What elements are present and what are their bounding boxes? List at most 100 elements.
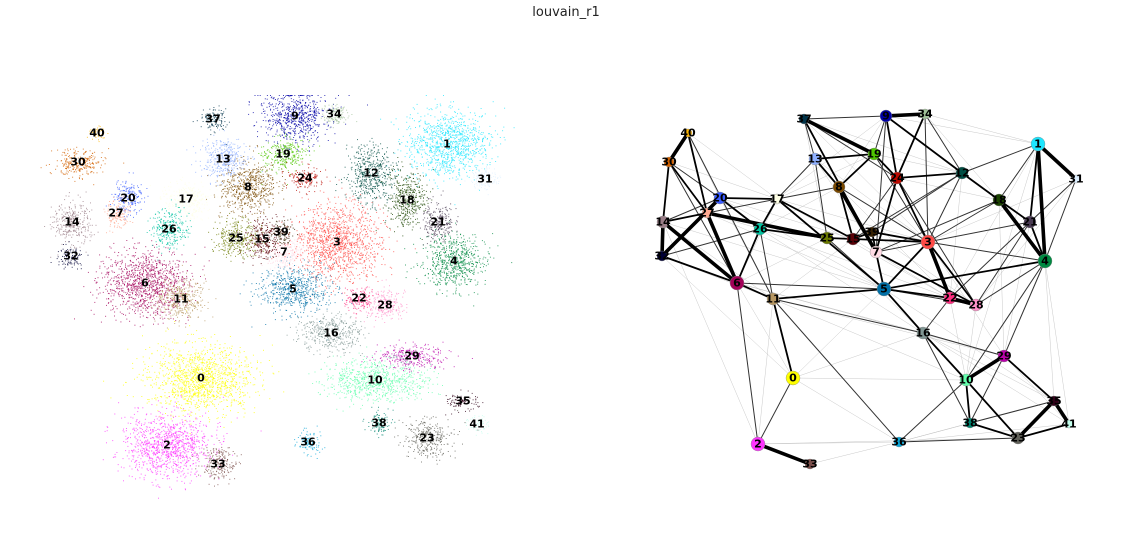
paga-edge-0-5 [792, 288, 885, 379]
paga-edge-1-21 [1029, 143, 1039, 223]
paga-edge-16-10 [922, 332, 967, 381]
umap-cluster-label-35: 35 [455, 395, 470, 408]
paga-node-8 [832, 180, 846, 194]
paga-edge-3-18 [927, 199, 1000, 243]
paga-node-label-40: 40 [680, 127, 696, 140]
umap-cluster-label-11: 11 [173, 293, 188, 306]
paga-edge-11-5 [772, 288, 885, 300]
paga-edge-6-5 [736, 282, 885, 290]
paga-node-label-10: 10 [958, 374, 974, 387]
paga-node-0 [785, 370, 801, 386]
umap-cluster-label-37: 37 [205, 113, 220, 126]
umap-cluster-label-13: 13 [215, 153, 230, 166]
paga-edge-26-16 [759, 228, 924, 334]
paga-edge-21-3 [927, 221, 1031, 243]
umap-cluster-label-0: 0 [197, 372, 205, 385]
paga-node-label-12: 12 [954, 167, 969, 180]
umap-cluster-label-14: 14 [64, 216, 80, 229]
paga-edge-6-32 [661, 255, 738, 284]
paga-node-label-3: 3 [924, 236, 932, 249]
paga-edge-15-3 [852, 238, 929, 243]
paga-edge-18-29 [998, 199, 1005, 357]
paga-edge-6-11 [736, 282, 774, 300]
umap-cluster-label-9: 9 [291, 110, 299, 123]
paga-edge-17-3 [776, 198, 929, 243]
paga-edge-13-17 [776, 158, 816, 200]
paga-edge-1-22 [949, 143, 1039, 299]
paga-edge-39-28 [871, 231, 977, 306]
paga-edge-9-7 [875, 115, 887, 253]
paga-edge-7-28 [875, 251, 977, 306]
paga-edge-17-27 [706, 198, 778, 214]
paga-edge-26-11 [759, 228, 774, 300]
paga-node-21 [1023, 215, 1037, 229]
paga-node-35 [1048, 395, 1060, 407]
umap-cluster-label-32: 32 [63, 250, 78, 263]
paga-node-label-15: 15 [845, 233, 860, 246]
paga-node-1 [1030, 136, 1046, 152]
paga-edge-3-29 [927, 241, 1005, 357]
paga-edge-13-3 [814, 158, 929, 243]
paga-edge-7-21 [875, 221, 1031, 253]
paga-edge-8-26 [759, 186, 840, 230]
paga-node-16 [916, 326, 930, 340]
umap-cluster-label-6: 6 [141, 277, 149, 290]
paga-node-38 [964, 417, 976, 429]
paga-edge-24-9 [885, 115, 898, 179]
paga-edge-4-28 [975, 260, 1046, 306]
paga-edge-9-19 [873, 115, 887, 155]
paga-edge-27-5 [706, 212, 885, 290]
paga-edge-9-17 [776, 115, 887, 200]
paga-node-label-16: 16 [915, 327, 931, 340]
paga-edge-18-7 [875, 199, 1000, 253]
paga-edge-9-8 [838, 115, 887, 188]
paga-node-label-22: 22 [942, 292, 957, 305]
paga-edge-27-25 [705, 211, 829, 240]
paga-edge-21-4 [1029, 221, 1046, 262]
paga-node-25 [820, 231, 834, 245]
paga-edge-12-3 [927, 172, 963, 243]
paga-node-label-7: 7 [872, 246, 880, 259]
paga-edge-17-8 [776, 186, 840, 200]
paga-edge-6-27 [705, 211, 739, 285]
paga-edge-26-25 [759, 228, 828, 239]
paga-edge-6-2 [736, 282, 759, 445]
paga-node-7 [869, 245, 883, 259]
paga-node-2 [750, 436, 766, 452]
paga-edge-16-35 [922, 332, 1055, 402]
paga-edge-33-36 [809, 441, 900, 465]
paga-node-3 [920, 234, 936, 250]
paga-node-label-11: 11 [765, 293, 780, 306]
paga-edge-0-2 [757, 377, 794, 445]
paga-node-32 [656, 250, 668, 262]
paga-node-6 [729, 275, 745, 291]
paga-edge-20-15 [719, 197, 854, 240]
paga-edge-6-29 [736, 282, 1005, 357]
paga-edge-1-31 [1036, 142, 1078, 181]
paga-edge-19-8 [838, 153, 875, 188]
paga-edge-11-16 [772, 298, 924, 334]
umap-cluster-label-17: 17 [178, 193, 193, 206]
paga-edge-37-25 [803, 118, 828, 239]
umap-cluster-label-24: 24 [297, 172, 313, 185]
paga-edge-6-16 [736, 282, 924, 334]
paga-edge-8-15 [838, 186, 854, 240]
umap-cluster-label-15: 15 [254, 233, 269, 246]
umap-cluster-label-34: 34 [326, 108, 342, 121]
paga-edge-37-3 [803, 118, 929, 243]
paga-edge-5-22 [883, 288, 951, 299]
paga-edge-2-36 [757, 441, 900, 445]
paga-edges [660, 112, 1078, 466]
paga-edge-16-38 [922, 332, 971, 424]
paga-edge-14-5 [662, 221, 885, 290]
paga-node-label-28: 28 [968, 299, 983, 312]
paga-node-label-30: 30 [661, 156, 677, 169]
paga-edge-20-11 [719, 197, 774, 300]
paga-edge-5-23 [883, 288, 1019, 439]
umap-cluster-label-20: 20 [120, 192, 136, 205]
paga-edge-13-8 [814, 158, 840, 188]
paga-node-label-25: 25 [819, 232, 834, 245]
umap-cluster-label-26: 26 [161, 223, 177, 236]
paga-node-13 [808, 152, 822, 166]
